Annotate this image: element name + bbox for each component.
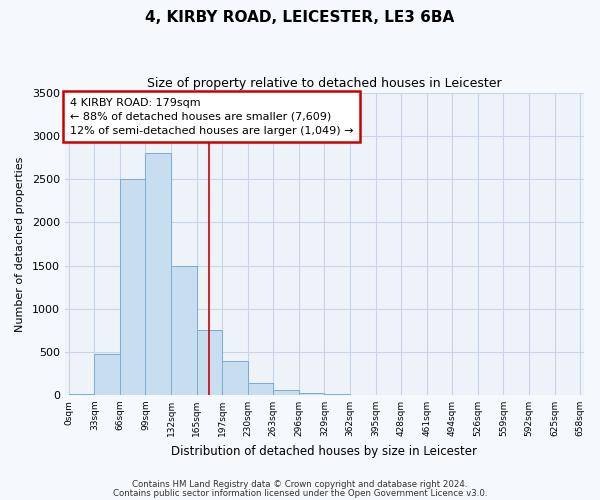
Title: Size of property relative to detached houses in Leicester: Size of property relative to detached ho… [147,78,502,90]
Bar [248,383,274,395]
Bar [299,393,325,395]
Text: 4, KIRBY ROAD, LEICESTER, LE3 6BA: 4, KIRBY ROAD, LEICESTER, LE3 6BA [145,10,455,25]
Bar [222,362,248,395]
Y-axis label: Number of detached properties: Number of detached properties [15,156,25,332]
X-axis label: Distribution of detached houses by size in Leicester: Distribution of detached houses by size … [172,444,478,458]
Bar [94,354,120,395]
Bar [274,390,299,395]
Text: 4 KIRBY ROAD: 179sqm
← 88% of detached houses are smaller (7,609)
12% of semi-de: 4 KIRBY ROAD: 179sqm ← 88% of detached h… [70,98,353,136]
Text: Contains public sector information licensed under the Open Government Licence v3: Contains public sector information licen… [113,489,487,498]
Bar [197,330,222,395]
Text: Contains HM Land Registry data © Crown copyright and database right 2024.: Contains HM Land Registry data © Crown c… [132,480,468,489]
Bar [171,266,197,395]
Bar [120,180,145,395]
Bar [145,154,171,395]
